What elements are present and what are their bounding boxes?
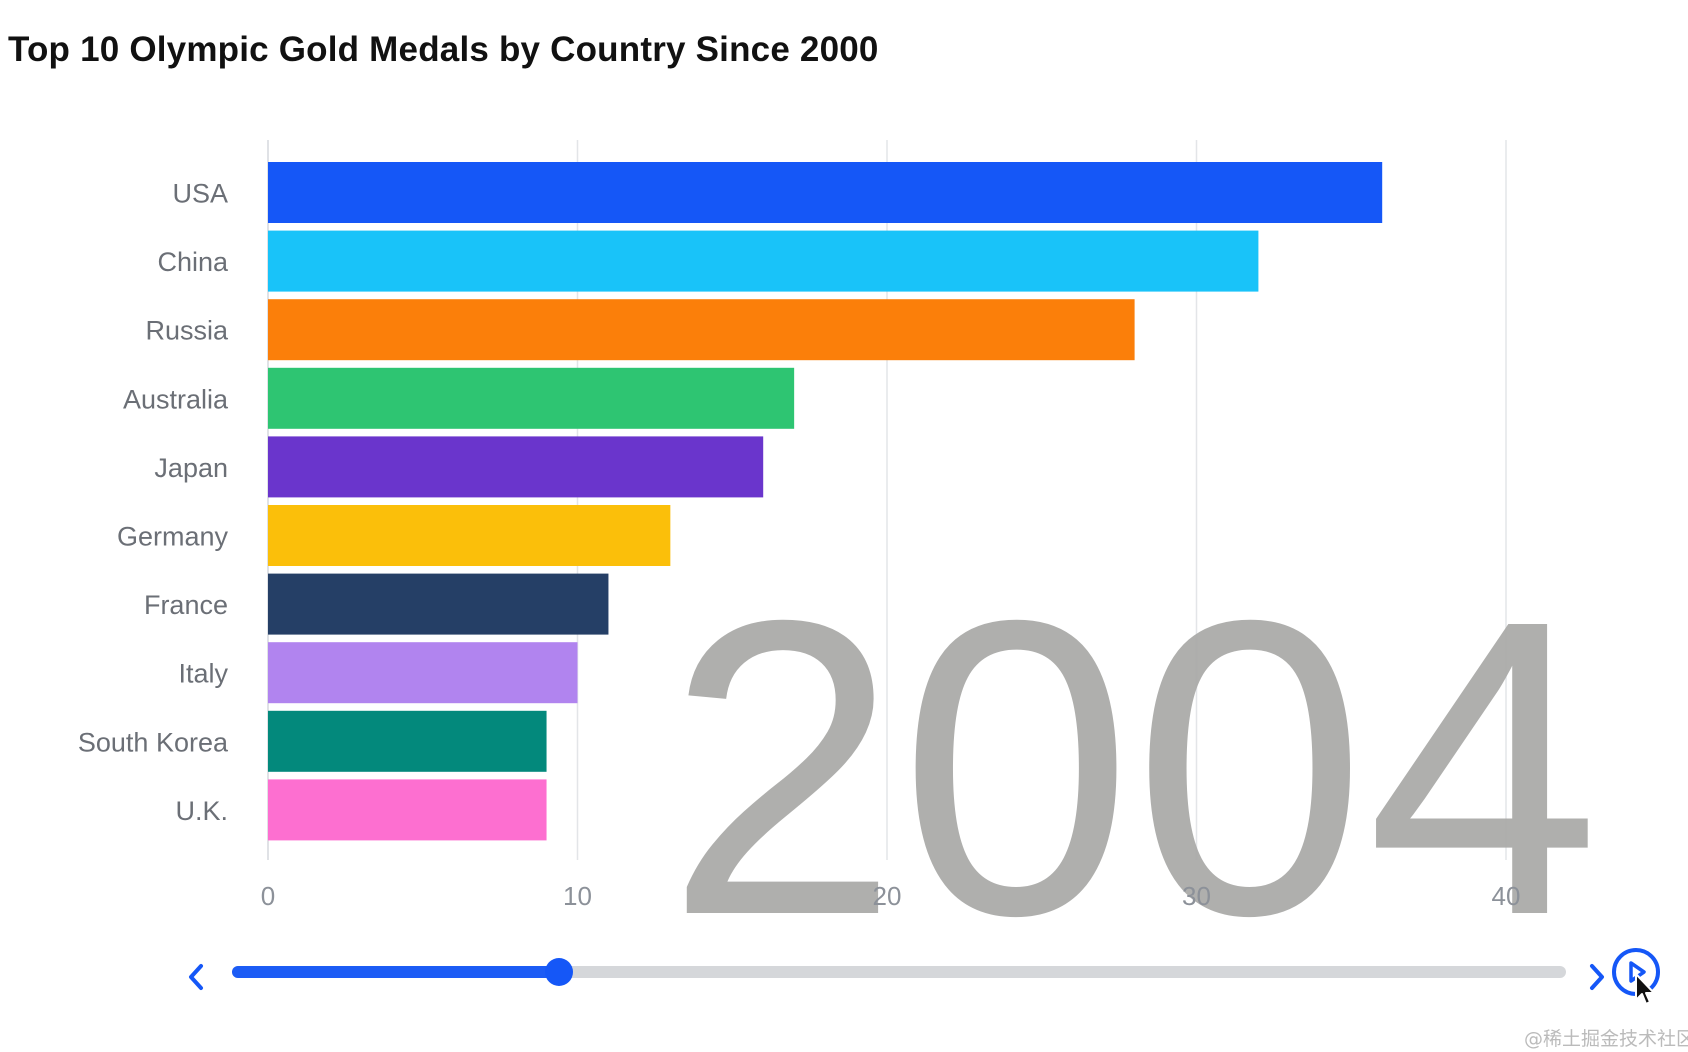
bar-russia[interactable] (268, 299, 1135, 361)
category-label: China (157, 247, 229, 277)
bar-china[interactable] (268, 230, 1259, 292)
category-label: Italy (178, 659, 228, 689)
category-label: South Korea (78, 727, 229, 757)
category-label: Japan (154, 453, 228, 483)
watermark-text: @稀土掘金技术社区 (1524, 1028, 1688, 1050)
category-label: Russia (145, 316, 229, 346)
category-label: Germany (117, 522, 229, 552)
bar-japan[interactable] (268, 436, 764, 498)
bar-u-k[interactable] (268, 779, 547, 841)
timeline-progress (232, 966, 559, 978)
x-tick-label: 30 (1182, 881, 1211, 911)
bar-germany[interactable] (268, 505, 671, 566)
bar-australia[interactable] (268, 367, 795, 429)
mouse-cursor-icon (1635, 973, 1655, 1005)
chevron-right-icon (1590, 964, 1604, 990)
category-labels: USA China Russia Australia Japan Germany Franc… (78, 179, 229, 826)
timeline-thumb[interactable] (544, 958, 573, 986)
x-tick-label: 20 (873, 881, 902, 911)
bar-italy[interactable] (268, 642, 578, 704)
x-tick-label: 0 (261, 881, 275, 911)
year-label: 2004 (666, 534, 1600, 930)
x-axis-ticks: 0 10 20 30 40 (261, 881, 1521, 911)
bar-chart: 2004 USA China Russia Australia Japan Germany… (78, 140, 1600, 930)
bars (268, 162, 1383, 841)
category-label: U.K. (175, 796, 228, 826)
category-label: Australia (123, 384, 229, 414)
year-watermark-group: 2004 (666, 534, 1600, 930)
bar-usa[interactable] (268, 162, 1383, 223)
x-tick-label: 10 (563, 881, 592, 911)
x-tick-label: 40 (1492, 881, 1521, 911)
next-year-button[interactable] (1582, 957, 1612, 997)
prev-year-button[interactable] (181, 957, 211, 997)
bar-france[interactable] (268, 573, 609, 635)
bar-south-korea[interactable] (268, 710, 547, 772)
category-label: USA (172, 179, 228, 209)
chevron-left-icon (189, 964, 203, 990)
chart-title: Top 10 Olympic Gold Medals by Country Si… (8, 30, 879, 69)
category-label: France (144, 590, 228, 620)
timeline-slider[interactable] (232, 958, 1566, 986)
